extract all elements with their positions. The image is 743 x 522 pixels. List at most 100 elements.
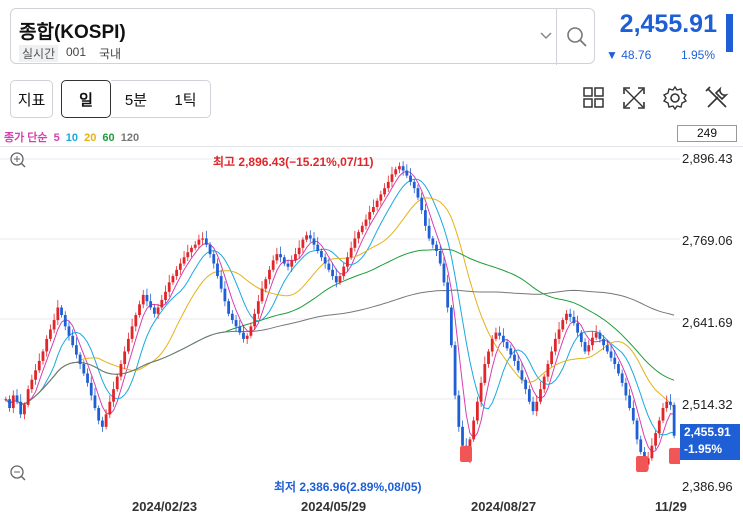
price-chart[interactable] (0, 147, 680, 492)
candle-body (197, 239, 201, 245)
candle-body (19, 401, 23, 415)
candle-body (149, 301, 153, 308)
ma-10-label: 10 (65, 132, 79, 144)
candle-body (591, 337, 594, 346)
candle-body (602, 338, 606, 346)
y-tick: 2,769.06 (682, 233, 733, 248)
ma-legend: 종가 단순 5 10 20 60 120 (4, 129, 142, 145)
tab-1tick[interactable]: 1틱 (161, 80, 211, 118)
y-tick: 2,386.96 (682, 479, 733, 494)
x-tick: 2024/08/27 (471, 499, 537, 514)
tools-icon[interactable] (704, 85, 730, 111)
candle-body (130, 326, 134, 339)
candle-body (52, 320, 56, 330)
candle-body (327, 263, 331, 270)
expand-icon[interactable] (621, 85, 647, 111)
event-marker (460, 446, 472, 462)
candle-body (628, 395, 631, 408)
candle-body (60, 307, 63, 316)
candle-body (639, 439, 643, 452)
candle-body (123, 351, 127, 365)
candle-body (100, 420, 104, 427)
tab-day[interactable]: 일 (61, 80, 111, 118)
candle-body (427, 225, 431, 239)
candle-body (37, 360, 41, 371)
candle-body (438, 250, 442, 264)
candle-body (605, 345, 609, 352)
candle-body (527, 389, 531, 402)
indicator-button[interactable]: 지표 (10, 80, 53, 118)
candle-body (550, 351, 554, 365)
candle-body (423, 210, 427, 226)
candle-body (156, 307, 160, 314)
candle-body (160, 299, 164, 308)
candle-body (78, 354, 82, 365)
high-annotation: 최고 2,896.43(−15.21%,07/11) (213, 155, 374, 169)
candle-body (286, 263, 290, 267)
candle-body (661, 407, 665, 421)
candle-body (405, 170, 409, 176)
price-indicator-bar (726, 14, 733, 52)
candle-body (531, 401, 535, 412)
candle-body (557, 329, 561, 339)
chevron-down-icon[interactable] (538, 27, 554, 43)
candle-body (178, 263, 182, 270)
search-button[interactable] (556, 9, 596, 65)
candle-body (164, 291, 167, 300)
candle-body (672, 404, 676, 436)
candle-body (669, 401, 672, 405)
candle-body (520, 370, 524, 380)
candle-body (249, 326, 253, 336)
candle-body (141, 294, 145, 305)
stock-search-box[interactable]: 종합(KOSPI) 실시간 001 국내 (10, 8, 596, 65)
candle-body (223, 288, 227, 302)
price-tag-value: 2,455.91 (684, 425, 731, 439)
candle-body (646, 458, 650, 465)
candle-body (416, 188, 420, 198)
candle-body (583, 342, 587, 352)
candle-body (494, 332, 498, 339)
candle-body (449, 307, 453, 346)
candle-body (89, 382, 93, 396)
candle-body (516, 360, 520, 371)
candle-body (654, 433, 657, 446)
candle-body (475, 401, 479, 421)
candle-body (364, 219, 368, 226)
candle-body (353, 238, 357, 248)
candle-body (561, 320, 565, 330)
candle-body (126, 338, 130, 352)
candle-body (290, 260, 294, 267)
candle-body (479, 382, 483, 402)
current-price-tag: 2,455.91 -1.95% (680, 424, 740, 460)
grid-layout-icon[interactable] (581, 85, 607, 111)
candle-body (650, 445, 654, 459)
candle-body (86, 373, 89, 383)
candle-body (245, 335, 249, 339)
tab-5min[interactable]: 5분 (111, 80, 161, 118)
candle-body (457, 395, 461, 427)
candle-body (227, 301, 231, 314)
settings-icon[interactable] (662, 85, 688, 111)
candle-body (346, 257, 349, 267)
price-change-value: 48.76 (621, 48, 652, 62)
candle-body (568, 313, 572, 317)
candle-body (542, 376, 546, 390)
candle-body (264, 279, 268, 289)
candle-body (216, 263, 219, 277)
candle-body (93, 395, 97, 408)
zoom-out-icon[interactable] (9, 464, 27, 482)
candle-body (4, 399, 8, 401)
zoom-in-icon[interactable] (9, 151, 27, 169)
candle-body (409, 175, 412, 182)
candle-body (394, 169, 398, 175)
y-tick: 2,514.32 (682, 397, 733, 412)
ma-120-label: 120 (120, 132, 140, 144)
candle-body (234, 320, 238, 327)
current-price: 2,455.91 (619, 10, 717, 38)
y-tick: 2,896.43 (682, 151, 733, 166)
candle-body (41, 351, 45, 361)
candle-body (338, 276, 342, 283)
candle-body (665, 401, 669, 408)
candle-body (11, 395, 15, 408)
candle-body (190, 247, 193, 253)
